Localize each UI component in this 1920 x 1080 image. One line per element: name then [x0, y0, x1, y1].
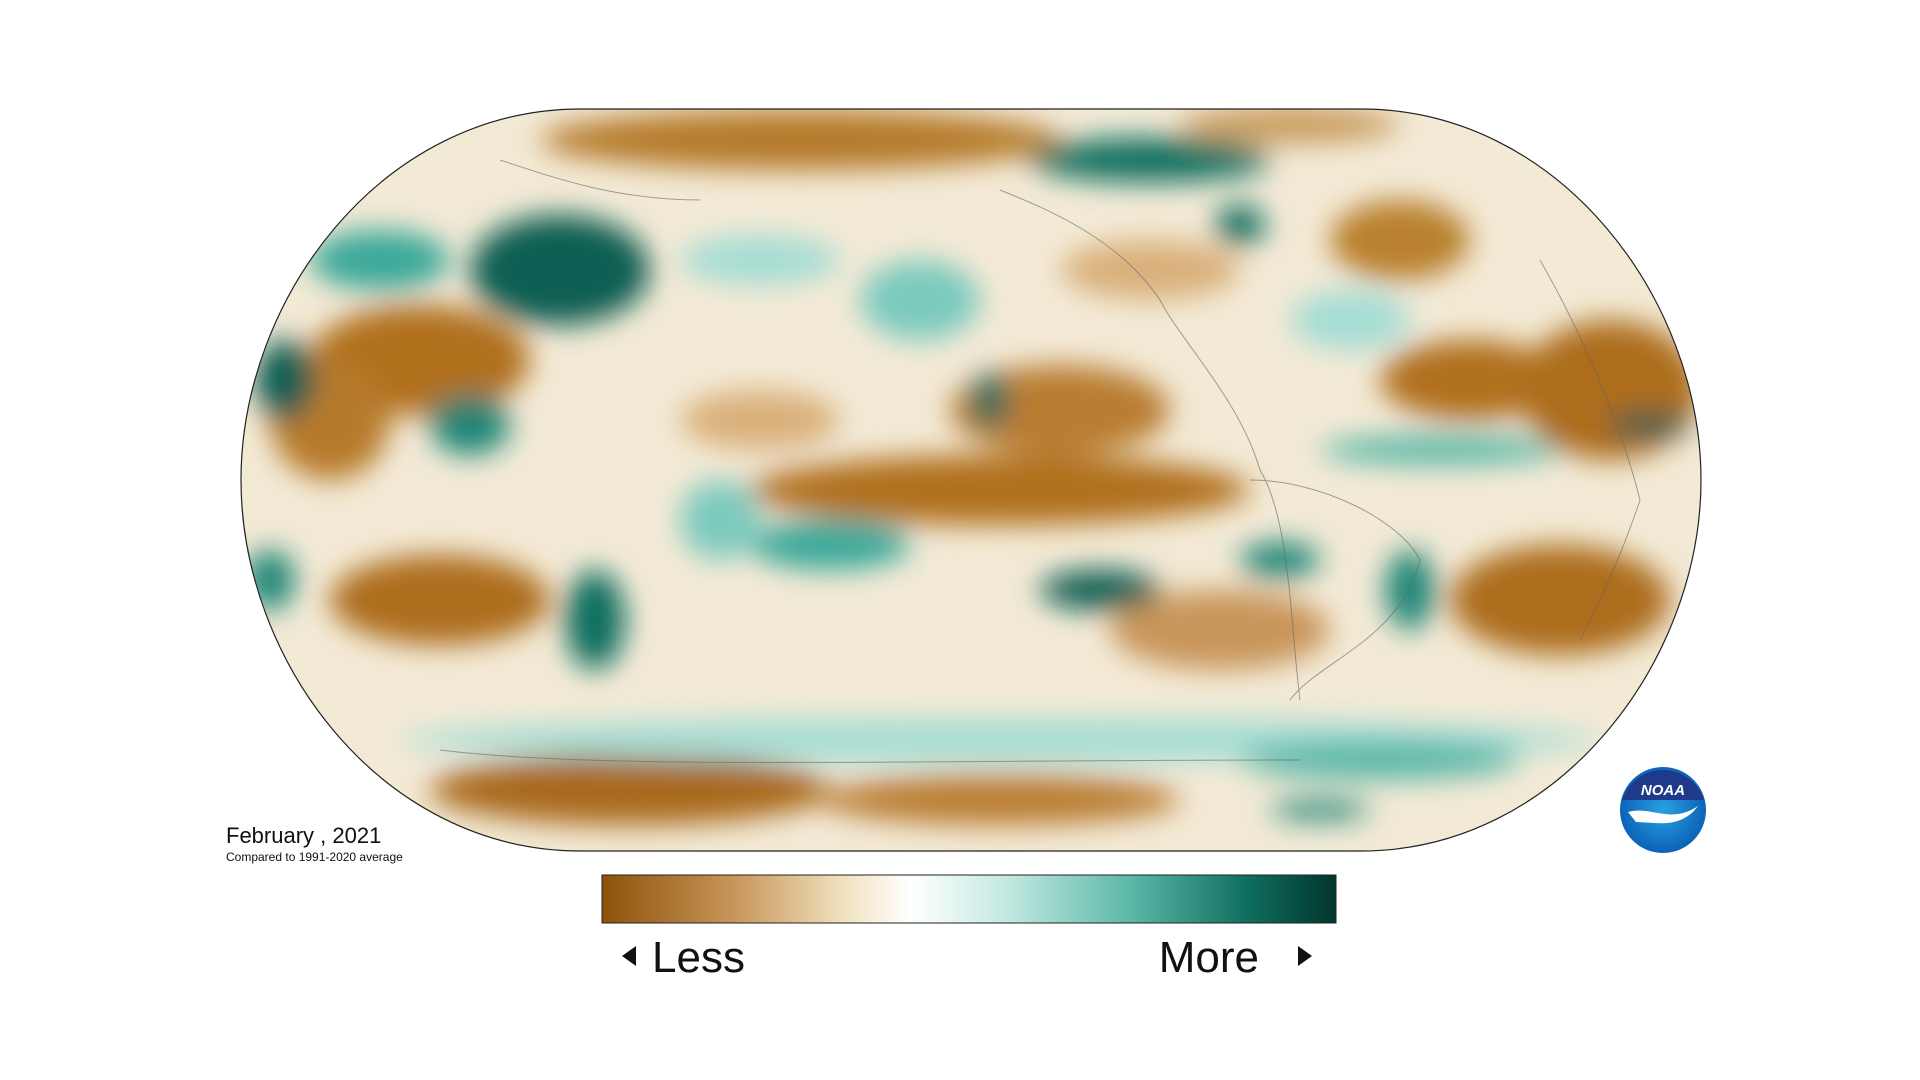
less-arrow [622, 946, 636, 966]
map-outline [240, 108, 1702, 852]
more-arrow [1298, 946, 1312, 966]
legend-less: Less [652, 933, 745, 982]
legend-more: More [1159, 933, 1259, 982]
color-bar [601, 874, 1337, 924]
logo-text: NOAA [1641, 782, 1685, 799]
date-label: February , 2021 [226, 823, 381, 848]
noaa-logo: NOAA [1620, 767, 1706, 853]
baseline-note: Compared to 1991-2020 average [226, 850, 403, 864]
precipitation-map [241, 109, 1701, 851]
